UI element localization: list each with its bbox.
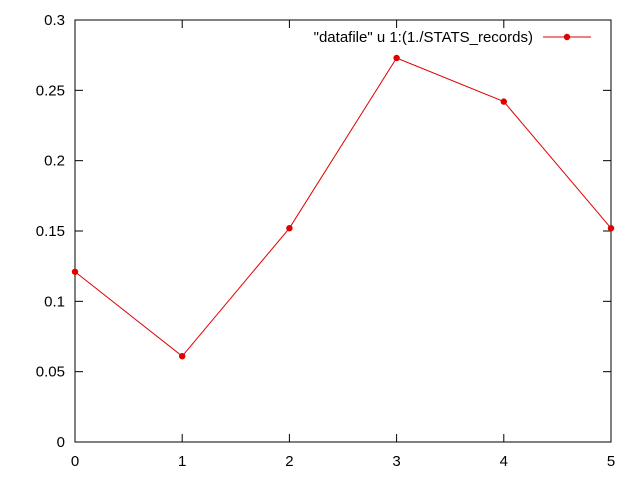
x-tick-label: 1 — [178, 453, 186, 470]
x-tick-label: 0 — [71, 453, 79, 470]
legend: "datafile" u 1:(1./STATS_records) — [314, 29, 591, 46]
y-tick-label: 0.3 — [44, 12, 65, 29]
x-tick-label: 3 — [392, 453, 400, 470]
data-point — [393, 54, 400, 62]
data-point — [607, 224, 615, 232]
y-tick-label: 0.15 — [36, 223, 65, 240]
x-tick-label: 4 — [500, 453, 508, 470]
legend-label: "datafile" u 1:(1./STATS_records) — [314, 29, 533, 46]
y-tick-label: 0.1 — [44, 293, 65, 310]
axis-ticks — [74, 19, 612, 443]
data-point — [179, 352, 186, 360]
data-point — [71, 268, 79, 275]
y-tick-label: 0.25 — [36, 82, 65, 99]
data-point — [500, 98, 507, 105]
y-tick-label: 0.2 — [44, 153, 65, 170]
plot-frame — [74, 19, 612, 443]
data-point — [286, 224, 293, 232]
x-tick-label: 5 — [607, 453, 615, 470]
x-tick-label: 2 — [285, 453, 293, 470]
y-tick-label: 0.05 — [36, 364, 65, 381]
y-tick-label: 0 — [57, 434, 65, 451]
series-line — [74, 57, 612, 357]
legend-marker — [563, 33, 571, 41]
tick-labels: 0 1 2 3 4 5 0 0.05 0.1 0.15 0.2 0.25 0.3 — [36, 12, 615, 470]
series-layer — [71, 54, 615, 360]
